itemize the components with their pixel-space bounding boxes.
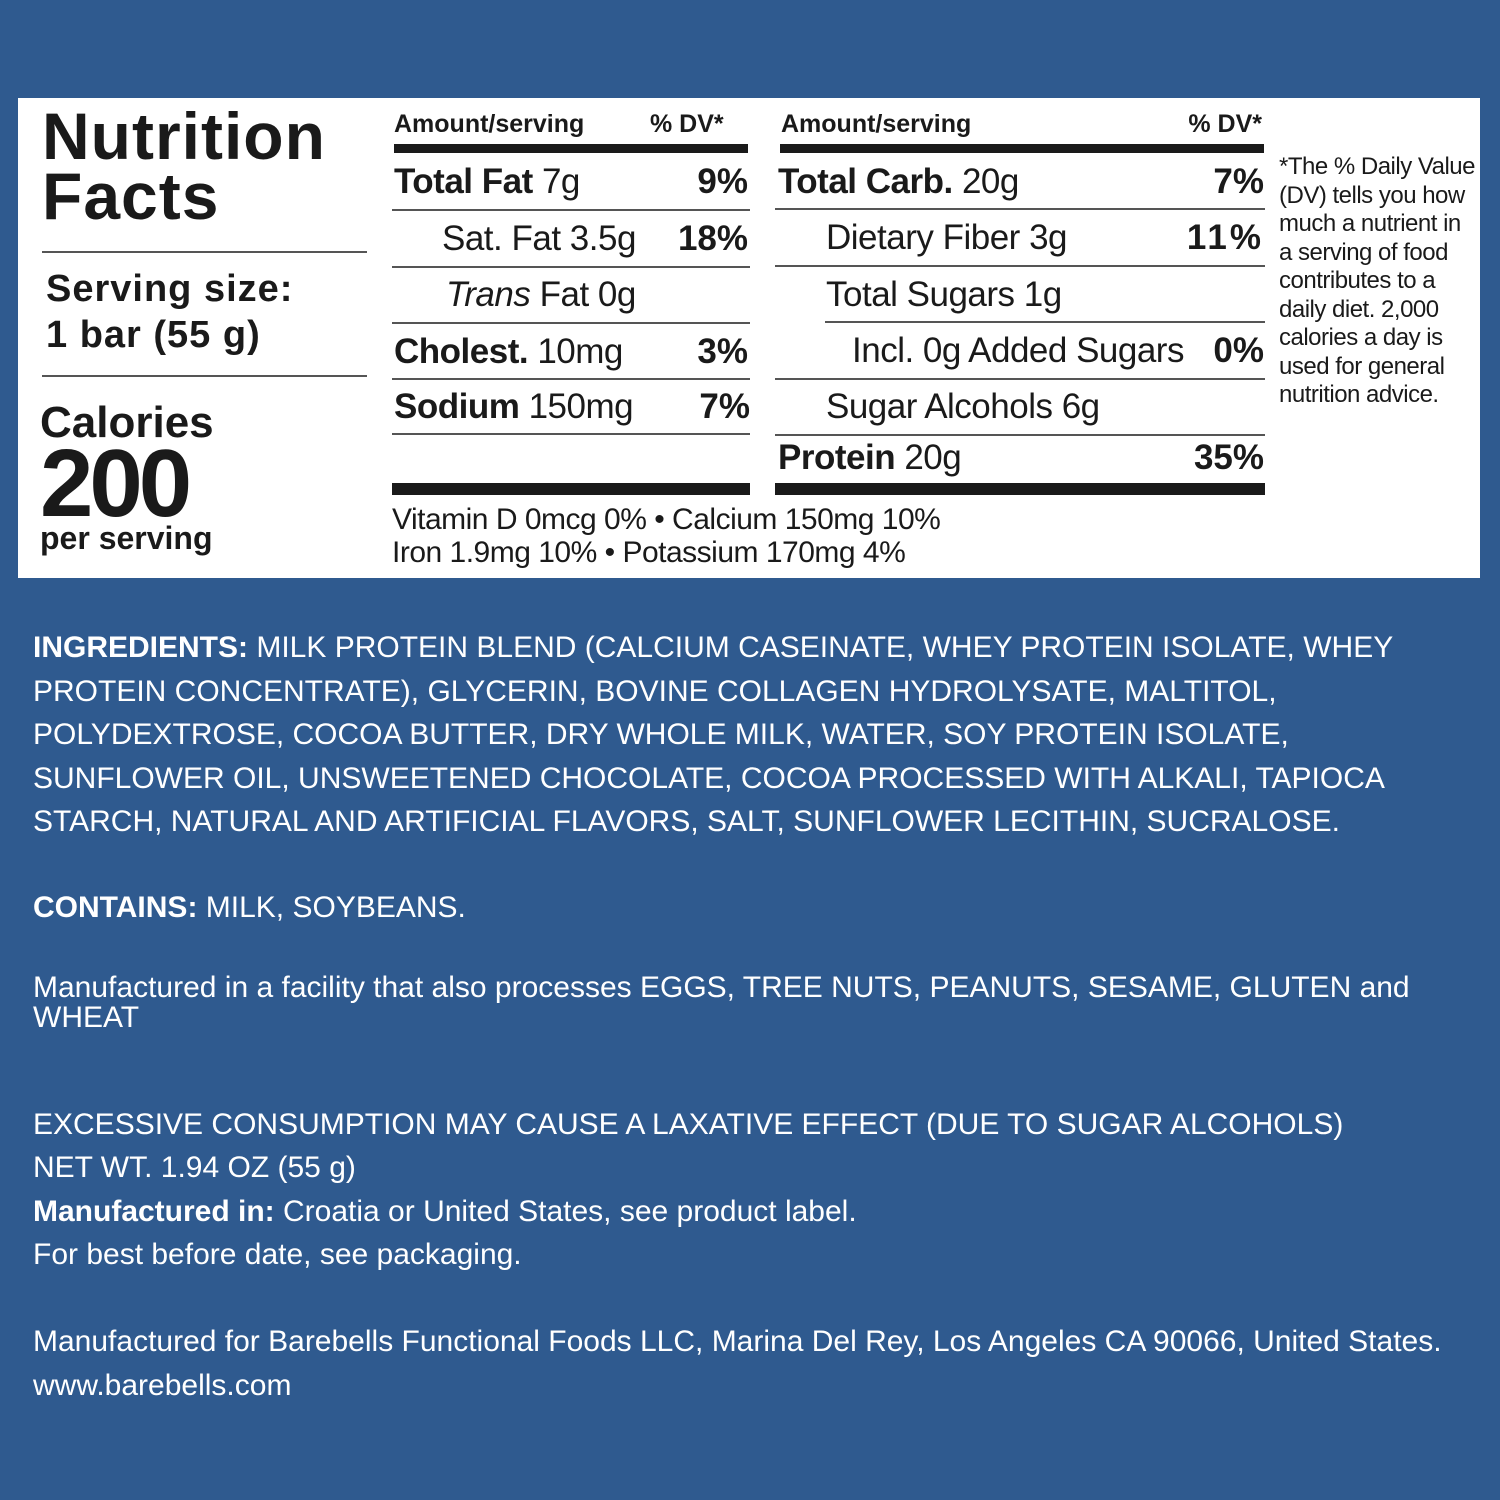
nutrient-row: Sugar Alcohols 6g: [826, 387, 1100, 426]
daily-value-footnote: *The % Daily Value (DV) tells you how mu…: [1279, 153, 1475, 408]
divider: [775, 265, 1265, 267]
thick-rule: [394, 144, 748, 153]
divider: [825, 321, 1265, 323]
nutrient-row: Incl. 0g Added Sugars: [852, 331, 1184, 370]
divider: [392, 266, 750, 268]
manufactured-in-label: Manufactured in:: [33, 1195, 275, 1228]
nutrient-row: Cholest. 10mg: [394, 332, 623, 371]
facility-text: Manufactured in a facility that also pro…: [33, 971, 1410, 1034]
vitamins-line-1: Vitamin D 0mcg 0% • Calcium 150mg 10%: [392, 503, 941, 536]
dv-header: % DV*: [650, 110, 724, 138]
dv-header: % DV*: [1188, 110, 1262, 138]
thick-rule: [780, 144, 1264, 153]
nutrition-facts-title: Nutrition Facts: [42, 99, 326, 233]
nutrient-dv: 3%: [697, 332, 748, 371]
divider: [392, 433, 750, 435]
nutrient-row: Total Fat 7g: [394, 162, 580, 201]
amount-header: Amount/serving: [781, 110, 972, 138]
serving-size-value: 1 bar (55 g): [46, 314, 261, 356]
title-line-2: Facts: [42, 159, 220, 233]
manufactured-for: Manufactured for Barebells Functional Fo…: [33, 1325, 1442, 1402]
calories-unit: per serving: [40, 520, 213, 556]
nutrient-row: Dietary Fiber 3g: [826, 218, 1067, 257]
nutrient-row: Sat. Fat 3.5g: [442, 219, 636, 258]
divider: [42, 251, 367, 253]
title-line-1: Nutrition: [42, 99, 326, 173]
nutrient-row: Total Carb. 20g: [778, 162, 1019, 201]
nutrient-row: Sodium 150mg: [394, 387, 634, 426]
manufactured-in-value: Croatia or United States, see product la…: [283, 1195, 857, 1228]
serving-size-label: Serving size:: [46, 268, 294, 310]
nutrient-dv: 7%: [699, 387, 750, 426]
thick-rule: [392, 483, 750, 495]
nutrient-dv: 11%: [1186, 218, 1264, 257]
nutrient-dv: 18%: [677, 219, 748, 258]
contains-list: MILK, SOYBEANS.: [205, 891, 466, 924]
ingredients-label: INGREDIENTS:: [33, 631, 249, 664]
divider: [392, 322, 750, 324]
nutrient-dv: 0%: [1213, 331, 1264, 370]
nutrient-dv: 7%: [1213, 162, 1264, 201]
ingredients-text: INGREDIENTS: MILK PROTEIN BLEND (CALCIUM…: [33, 626, 1473, 844]
best-before: For best before date, see packaging.: [33, 1238, 522, 1271]
calories-value: 200: [40, 430, 192, 537]
contains-text: CONTAINS: MILK, SOYBEANS.: [33, 886, 1473, 930]
nutrient-dv: 35%: [1193, 438, 1264, 477]
nutrient-row: Protein 20g: [778, 438, 962, 477]
calories-label: Calories: [40, 398, 214, 447]
divider: [42, 375, 367, 377]
divider: [392, 378, 750, 380]
manufactured-in: Manufactured in: Croatia or United State…: [33, 1190, 1473, 1234]
divider: [775, 434, 1265, 436]
nutrient-row: Total Sugars 1g: [826, 275, 1062, 314]
nutrition-facts-panel: Nutrition Facts Serving size: 1 bar (55 …: [18, 98, 1480, 578]
ingredients-list: MILK PROTEIN BLEND (CALCIUM CASEINATE, W…: [33, 631, 1393, 838]
divider: [392, 209, 750, 211]
amount-header: Amount/serving: [394, 110, 585, 138]
vitamins-line-2: Iron 1.9mg 10% • Potassium 170mg 4%: [392, 536, 906, 569]
nutrient-dv: 9%: [697, 162, 748, 201]
warning-text: EXCESSIVE CONSUMPTION MAY CAUSE A LAXATI…: [33, 1108, 1344, 1141]
divider: [775, 208, 1265, 210]
contains-label: CONTAINS:: [33, 891, 198, 924]
nutrient-row: Trans Fat 0g: [446, 275, 636, 314]
divider: [775, 378, 1265, 380]
net-weight: NET WT. 1.94 OZ (55 g): [33, 1151, 356, 1184]
thick-rule: [775, 483, 1265, 495]
